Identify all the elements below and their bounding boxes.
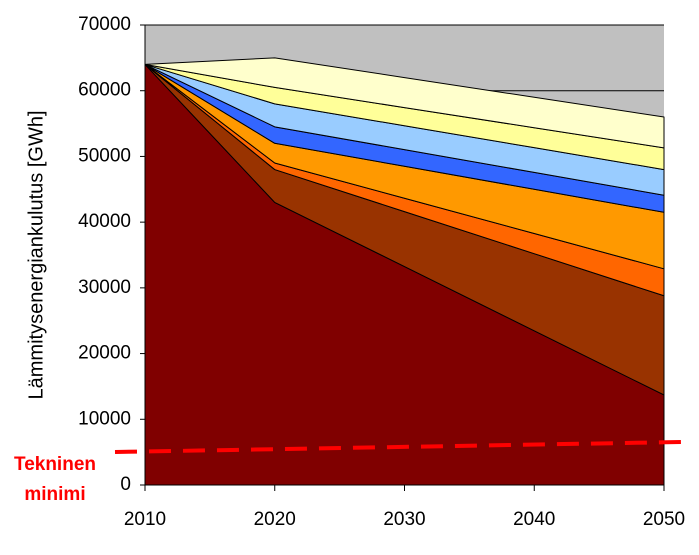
x-tick-label: 2040 <box>513 509 555 530</box>
threshold-line <box>114 439 689 455</box>
y-tick-label: 70000 <box>78 14 131 35</box>
y-tick-label: 50000 <box>78 145 131 166</box>
y-tick-label: 10000 <box>78 408 131 429</box>
x-tick-label: 2010 <box>124 509 166 530</box>
y-tick-label: 20000 <box>78 343 131 364</box>
x-tick-label: 2050 <box>643 509 685 530</box>
x-tick-label: 2030 <box>383 509 425 530</box>
y-tick-label: 60000 <box>78 80 131 101</box>
x-tick-label: 2020 <box>254 509 296 530</box>
area <box>144 57 665 149</box>
threshold-label: Tekninen <box>14 454 96 475</box>
threshold-label: minimi <box>24 484 85 505</box>
y-tick-label: 0 <box>120 474 131 495</box>
y-tick-label: 40000 <box>78 211 131 232</box>
y-axis-title: Lämmitysenergiankulutus [GWh] <box>25 110 47 399</box>
y-tick-label: 30000 <box>78 277 131 298</box>
